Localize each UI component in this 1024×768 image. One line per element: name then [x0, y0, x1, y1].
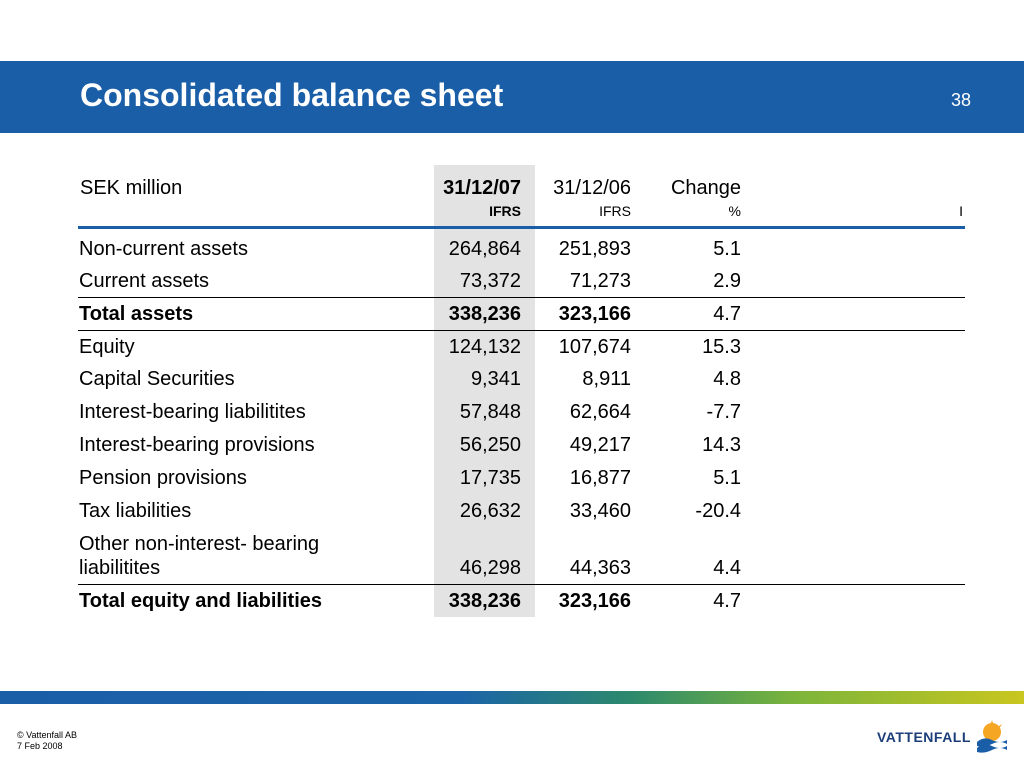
slide-title: Consolidated balance sheet [80, 77, 504, 113]
row-value-change: 4.7 [713, 590, 741, 612]
table-row: Tax liabilities 26,632 33,460 -20.4 [0, 499, 1024, 532]
row-value-2006: 323,166 [558, 303, 631, 325]
table-row: Other non-interest- bearing liabilitites… [0, 532, 1024, 592]
row-value-2006: 33,460 [569, 500, 631, 522]
row-value-2007: 57,848 [459, 401, 521, 423]
row-value-2007: 26,632 [459, 500, 521, 522]
row-value-2007: 338,236 [448, 590, 521, 612]
row-value-change: 15.3 [702, 336, 741, 358]
unit-label: SEK million [80, 177, 183, 199]
row-value-change: 4.7 [713, 303, 741, 325]
vattenfall-logo-icon [977, 720, 1007, 753]
row-value-change: 5.1 [713, 238, 741, 260]
row-label: Non-current assets [79, 238, 248, 260]
title-bar: Consolidated balance sheet 38 [0, 61, 1024, 133]
table-row: Interest-bearing liabilitites 57,848 62,… [0, 400, 1024, 433]
column-header-2007: 31/12/07 [443, 177, 521, 199]
row-value-2006: 107,674 [558, 336, 631, 358]
row-label: Current assets [79, 270, 210, 292]
row-value-2006: 62,664 [569, 401, 631, 423]
column-sub-extra: I [959, 203, 963, 219]
row-value-2007: 264,864 [448, 238, 521, 260]
row-value-2006: 323,166 [558, 590, 631, 612]
table-row: Interest-bearing provisions 56,250 49,21… [0, 433, 1024, 466]
table-row: Capital Securities 9,341 8,911 4.8 [0, 367, 1024, 400]
row-value-2006: 71,273 [569, 270, 631, 292]
table-row: Pension provisions 17,735 16,877 5.1 [0, 466, 1024, 499]
row-label: Pension provisions [79, 467, 247, 489]
row-value-2007: 9,341 [470, 368, 521, 390]
column-sub-2007: IFRS [489, 203, 521, 219]
table-row: Current assets 73,372 71,273 2.9 [0, 269, 1024, 302]
row-value-change: 5.1 [713, 467, 741, 489]
row-value-2006: 8,911 [582, 368, 631, 390]
column-header-2006: 31/12/06 [553, 177, 631, 199]
row-divider [78, 297, 965, 298]
table-row: Non-current assets 264,864 251,893 5.1 [0, 237, 1024, 270]
row-label: Tax liabilities [79, 500, 192, 522]
footer-date: 7 Feb 2008 [17, 741, 63, 751]
row-value-2006: 16,877 [569, 467, 631, 489]
row-label: Interest-bearing provisions [79, 434, 315, 456]
row-value-2007: 338,236 [448, 303, 521, 325]
row-value-2007: 124,132 [448, 336, 521, 358]
page-number: 38 [950, 90, 971, 110]
table-row-total-equity: Total equity and liabilities 338,236 323… [0, 589, 1024, 622]
table-row: Equity 124,132 107,674 15.3 [0, 335, 1024, 368]
row-label: Other non-interest- bearing liabilitites [79, 533, 320, 579]
row-divider [78, 584, 965, 585]
row-value-2007: 56,250 [459, 434, 521, 456]
row-value-2006: 49,217 [569, 434, 631, 456]
row-divider [78, 330, 965, 331]
highlight-column [434, 165, 535, 617]
row-value-2007: 73,372 [459, 270, 521, 292]
column-header-change: Change [670, 177, 741, 199]
row-label: Total assets [79, 303, 194, 325]
vattenfall-logo: VATTENFALL [875, 718, 1010, 758]
row-value-change: 2.9 [713, 270, 741, 292]
copyright-text: © Vattenfall AB [17, 730, 77, 740]
row-label: Total equity and liabilities [79, 590, 322, 612]
footer-gradient-bar [0, 691, 1024, 704]
row-value-change: -7.7 [706, 401, 741, 423]
row-value-change: -20.4 [695, 500, 741, 522]
row-value-change: 4.8 [713, 368, 741, 390]
row-label: Capital Securities [79, 368, 235, 390]
column-sub-change: % [728, 203, 741, 219]
row-value-change: 14.3 [702, 434, 741, 456]
header-divider [78, 226, 965, 229]
column-sub-2006: IFRS [599, 203, 631, 219]
row-value-2007: 17,735 [459, 467, 521, 489]
row-value-change: 4.4 [713, 557, 741, 579]
table-row-total-assets: Total assets 338,236 323,166 4.7 [0, 302, 1024, 335]
logo-text: VATTENFALL [877, 729, 971, 745]
row-label: Equity [79, 336, 135, 358]
row-value-2006: 251,893 [558, 238, 631, 260]
row-value-2007: 46,298 [459, 557, 521, 579]
row-label: Interest-bearing liabilitites [79, 401, 306, 423]
row-value-2006: 44,363 [569, 557, 631, 579]
